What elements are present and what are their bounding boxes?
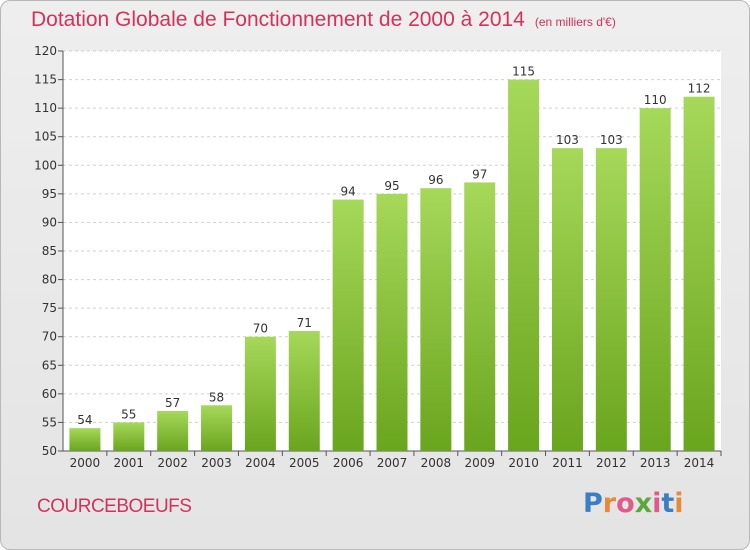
bar [157,411,189,451]
y-tick-label: 120 [34,44,57,58]
x-tick-label: 2006 [333,456,364,470]
bar [332,199,364,451]
bar-value-label: 95 [384,179,399,193]
logo-letter: o [616,488,635,519]
y-tick-label: 70 [42,330,57,344]
bar-value-label: 55 [121,407,136,421]
chart-title: Dotation Globale de Fonctionnement de 20… [31,8,616,32]
x-tick-label: 2007 [377,456,408,470]
bar [420,188,452,451]
x-tick-label: 2001 [114,456,145,470]
x-tick-label: 2013 [640,456,671,470]
bar-value-label: 103 [556,133,579,147]
x-tick-label: 2010 [508,456,539,470]
y-tick-label: 85 [42,244,57,258]
logo-letter: i [674,488,684,519]
logo-letter: x [634,488,653,519]
x-tick-label: 2002 [157,456,188,470]
bar-value-label: 58 [209,390,224,404]
x-tick-label: 2008 [421,456,452,470]
title-text: Dotation Globale de Fonctionnement de 20… [31,8,525,31]
bar-value-label: 94 [340,185,355,199]
bar [551,148,583,451]
bar-value-label: 96 [428,173,443,187]
y-tick-label: 110 [34,101,57,115]
logo-letter: t [661,488,675,519]
x-tick-label: 2003 [201,456,232,470]
bar [69,428,101,451]
bar-value-label: 71 [297,316,312,330]
y-tick-label: 95 [42,187,57,201]
commune-name: COURCEBOEUFS [37,496,192,517]
bar [683,96,715,451]
bar-value-label: 112 [688,82,711,96]
logo-letter: r [602,488,617,519]
y-tick-label: 65 [42,358,57,372]
y-tick-label: 75 [42,301,57,315]
x-tick-label: 2012 [596,456,627,470]
x-tick-label: 2009 [464,456,495,470]
y-tick-label: 60 [42,387,57,401]
y-tick-label: 80 [42,273,57,287]
bar-value-label: 97 [472,167,487,181]
bar [244,336,276,451]
bar-value-label: 57 [165,396,180,410]
y-tick-label: 115 [34,73,57,87]
y-tick-label: 50 [42,444,57,458]
y-tick-label: 105 [34,130,57,144]
bar-value-label: 103 [600,133,623,147]
x-tick-label: 2011 [552,456,583,470]
bar [595,148,627,451]
bar-value-label: 54 [77,413,92,427]
x-tick-label: 2014 [684,456,715,470]
bar [288,331,320,451]
proxiti-logo: Proxiti [583,488,684,519]
bar [201,405,233,451]
bar [508,79,540,452]
x-tick-label: 2005 [289,456,320,470]
bar-value-label: 110 [644,93,667,107]
y-tick-label: 55 [42,415,57,429]
bar [113,422,145,451]
logo-letter: P [583,488,603,519]
chart-subtitle: (en milliers d'€) [534,15,616,29]
bar [639,108,671,452]
y-tick-label: 90 [42,215,57,229]
bar-value-label: 115 [512,65,535,79]
bar [464,182,496,451]
y-tick-label: 100 [34,158,57,172]
x-tick-label: 2000 [70,456,101,470]
x-tick-label: 2004 [245,456,276,470]
bar-value-label: 70 [253,322,268,336]
bar [376,193,408,451]
logo-letter: i [652,488,662,519]
